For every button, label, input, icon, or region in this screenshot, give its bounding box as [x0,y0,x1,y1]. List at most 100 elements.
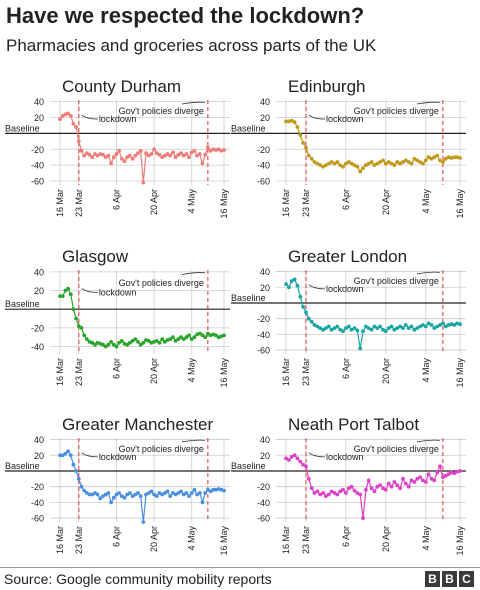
data-point [406,160,411,164]
diverge-arrow [416,271,440,275]
y-tick-label: -40 [31,161,44,171]
data-point [346,160,351,164]
lockdown-annotation: lockdown [99,114,137,124]
series-line [59,112,225,183]
chart-panel: Neath Port Talbot 40 20 -20 -40 -60 Baseline lo… [231,415,466,556]
data-point [403,481,408,486]
data-point [324,163,328,168]
diverge-annotation: Gov't policies diverge [354,276,439,286]
data-point [332,161,337,166]
data-point [111,155,116,160]
x-tick-label: 20 Apr [149,189,159,215]
data-point [95,492,100,497]
data-point [392,163,397,168]
y-tick-label: -40 [31,498,44,508]
data-point [369,327,374,332]
data-point [141,340,146,345]
data-point [344,161,348,166]
data-point [284,282,288,286]
x-tick-label: 6 Apr [111,358,121,379]
data-point [287,458,291,462]
data-point [415,158,420,163]
data-point [341,164,345,169]
data-point [163,340,167,344]
chart-title: Greater Manchester [62,415,214,434]
data-point [412,327,417,332]
lockdown-annotation: lockdown [326,452,364,462]
data-point [366,326,371,330]
data-point [349,161,354,166]
lockdown-arrow [81,288,98,293]
data-point [289,279,294,283]
y-tick-label: -60 [257,177,270,187]
data-point [364,324,368,329]
data-point [383,487,388,492]
data-point [372,324,377,329]
data-point [138,342,143,347]
data-point [358,169,363,174]
data-point [93,342,97,347]
data-point [106,491,111,495]
data-point [335,492,340,497]
y-tick-label: 20 [260,451,270,461]
data-point [289,118,294,123]
data-point [187,333,191,338]
data-point [321,164,325,169]
data-point [389,324,394,329]
lockdown-arrow [308,284,325,290]
data-point [58,117,62,121]
y-tick-label: -40 [257,498,270,508]
data-point [332,491,337,495]
y-tick-label: 40 [34,97,44,107]
data-point [76,139,81,144]
data-point [189,491,194,495]
data-point [192,335,197,340]
data-point [412,480,417,484]
data-point [455,469,459,474]
data-point [358,346,363,351]
data-point [68,292,73,297]
data-point [304,310,308,315]
data-point [366,478,371,483]
data-point [98,496,103,501]
diverge-annotation: Gov't policies diverge [354,444,439,454]
data-point [173,155,178,160]
data-point [101,342,105,347]
bbc-logo-letter: B [425,571,440,587]
chart-title: Glasgow [62,247,129,266]
data-point [58,453,62,458]
y-tick-label: -60 [257,346,270,356]
data-point [301,305,305,309]
data-point [200,500,205,505]
data-point [109,340,113,344]
chart-panel: Edinburgh 40 20 -20 -40 -60 Baseline lockdownGo… [231,77,466,219]
x-tick-label: 16 May [219,189,229,219]
x-tick-label: 23 Mar [74,526,84,554]
data-point [82,153,87,158]
data-point [106,342,111,347]
data-point [372,489,377,494]
data-point [435,470,440,475]
data-point [179,335,183,340]
data-point [101,152,105,157]
data-point [79,484,84,489]
data-point [117,340,121,345]
data-point [141,180,146,185]
data-point [109,500,113,505]
data-point [133,153,138,158]
data-point [168,494,173,498]
data-point [349,327,354,332]
data-point [171,335,175,340]
x-tick-label: 16 May [219,526,229,556]
data-point [361,329,365,334]
data-point [114,344,119,349]
diverge-arrow [181,439,205,443]
data-point [346,324,351,329]
data-point [222,148,226,152]
data-point [381,327,385,332]
y-tick-label: 40 [34,267,44,277]
data-point [298,459,303,464]
data-point [361,516,365,520]
data-point [315,324,320,329]
